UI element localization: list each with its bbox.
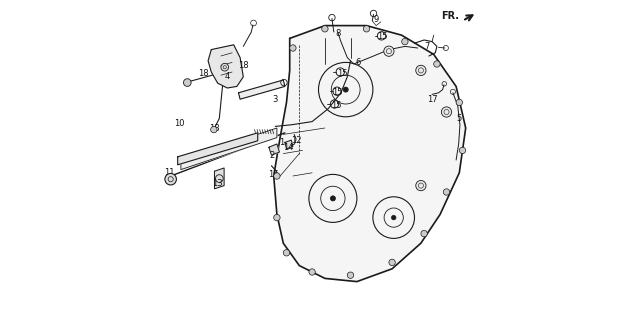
Polygon shape [208,45,243,88]
Circle shape [309,269,315,275]
Text: 15: 15 [333,88,343,97]
Circle shape [421,230,427,237]
Text: 13: 13 [212,180,223,188]
Text: 14: 14 [283,143,294,152]
Polygon shape [274,26,466,282]
Text: 12: 12 [291,136,301,145]
Text: FR.: FR. [441,11,459,21]
Text: 15: 15 [377,32,388,41]
Polygon shape [215,168,224,189]
Text: 10: 10 [174,119,185,128]
Polygon shape [178,133,258,165]
Circle shape [290,45,296,51]
Circle shape [274,173,280,179]
Text: 11: 11 [164,168,175,177]
Circle shape [383,46,394,56]
Circle shape [434,61,440,67]
Circle shape [363,26,369,32]
Polygon shape [285,140,293,149]
Circle shape [459,147,466,154]
Circle shape [221,63,229,71]
Polygon shape [269,144,280,155]
Circle shape [347,272,354,278]
Polygon shape [181,128,277,170]
Text: 17: 17 [427,95,438,104]
Text: 6: 6 [356,58,361,67]
Circle shape [416,65,426,76]
Text: 1: 1 [279,138,284,147]
Text: 18: 18 [238,61,248,70]
Circle shape [322,26,328,32]
Text: 5: 5 [457,114,462,123]
Polygon shape [238,80,285,99]
Circle shape [274,214,280,221]
Text: 18: 18 [209,124,220,132]
Circle shape [443,189,450,195]
Text: 4: 4 [225,72,230,81]
Circle shape [402,38,408,45]
Circle shape [211,126,217,133]
Circle shape [456,99,462,106]
Circle shape [183,79,191,86]
Circle shape [389,259,396,266]
Text: 7: 7 [425,42,430,51]
Circle shape [416,180,426,191]
Circle shape [343,87,348,92]
Text: 9: 9 [373,15,379,24]
Circle shape [165,173,176,185]
Circle shape [392,215,396,220]
Text: 16: 16 [268,170,279,179]
Circle shape [331,196,336,201]
Text: 18: 18 [198,69,208,78]
Text: 3: 3 [273,95,278,104]
Text: 8: 8 [335,29,340,38]
Circle shape [283,250,290,256]
Text: 15: 15 [337,69,348,78]
Text: 15: 15 [331,101,341,110]
Text: 2: 2 [269,151,275,160]
Circle shape [441,107,452,117]
